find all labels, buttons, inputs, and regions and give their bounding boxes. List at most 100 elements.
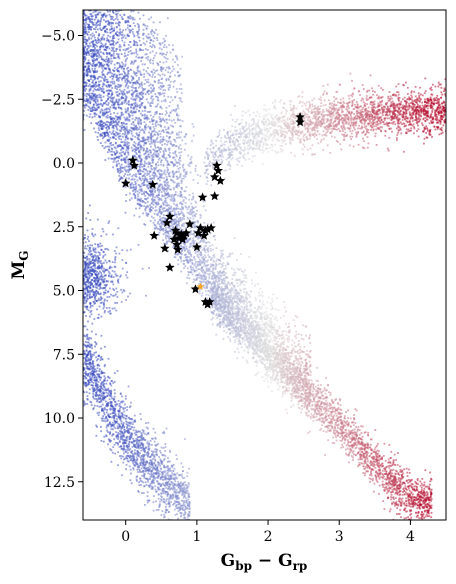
- field-star-point: [167, 126, 170, 129]
- field-star-point: [92, 63, 95, 65]
- field-star-point: [83, 29, 86, 31]
- field-star-point: [89, 101, 92, 104]
- field-star-point: [163, 95, 166, 97]
- field-star-point: [166, 183, 169, 186]
- field-star-point: [92, 57, 95, 60]
- field-star-point: [240, 280, 243, 283]
- field-star-point: [162, 233, 165, 236]
- field-star-point: [180, 212, 182, 215]
- field-star-point: [123, 77, 126, 79]
- field-star-point: [95, 53, 98, 56]
- field-star-point: [103, 147, 106, 150]
- field-star-point: [85, 17, 88, 20]
- field-star-point: [84, 100, 87, 103]
- field-star-point: [177, 218, 180, 220]
- field-star-point: [180, 88, 183, 90]
- field-star-point: [87, 85, 90, 87]
- field-star-point: [84, 30, 87, 33]
- field-star-point: [201, 292, 204, 295]
- field-star-point: [186, 216, 189, 219]
- field-star-point: [188, 238, 191, 241]
- field-star-point: [92, 104, 95, 106]
- field-star-point: [265, 307, 268, 309]
- field-star-point: [191, 205, 194, 208]
- field-star-point: [152, 62, 154, 65]
- field-star-point: [88, 92, 91, 95]
- field-star-point: [172, 181, 175, 183]
- field-star-point: [102, 7, 104, 9]
- field-star-point: [243, 284, 246, 286]
- field-star-point: [207, 247, 210, 249]
- field-star-point: [152, 73, 154, 76]
- field-star-point: [144, 224, 147, 226]
- field-star-point: [184, 249, 186, 252]
- field-star-point: [121, 133, 124, 135]
- field-star-point: [118, 172, 121, 175]
- field-star-point: [110, 141, 112, 144]
- field-star-point: [288, 331, 291, 333]
- field-star-point: [232, 288, 234, 291]
- field-star-point: [140, 144, 143, 147]
- field-star-point: [178, 229, 181, 232]
- field-star-point: [94, 3, 96, 5]
- field-star-point: [220, 296, 222, 299]
- field-star-point: [91, 7, 93, 9]
- field-star-point: [262, 300, 264, 303]
- field-star-point: [84, 65, 87, 67]
- field-star-point: [230, 282, 233, 285]
- field-star-point: [113, 101, 116, 104]
- field-star-point: [117, 54, 120, 57]
- field-star-point: [233, 308, 235, 311]
- field-star-point: [146, 186, 149, 189]
- field-star-point: [278, 327, 281, 330]
- field-star-point: [282, 347, 285, 350]
- field-star-point: [89, 63, 92, 66]
- field-star-point: [277, 309, 280, 311]
- field-star-point: [112, 46, 115, 49]
- field-star-point: [160, 70, 163, 73]
- field-star-point: [103, 59, 106, 62]
- field-star-point: [171, 210, 174, 213]
- field-star-point: [255, 317, 258, 319]
- field-star-point: [86, 33, 89, 36]
- field-star-point: [192, 134, 195, 137]
- field-star-point: [165, 190, 168, 192]
- field-star-point: [109, 60, 111, 63]
- field-star-point: [157, 164, 160, 167]
- field-star-point: [309, 350, 312, 352]
- field-star-point: [199, 214, 202, 217]
- field-star-point: [204, 272, 207, 275]
- field-star-point: [157, 212, 160, 215]
- field-star-point: [199, 252, 202, 254]
- field-star-point: [84, 26, 87, 29]
- field-star-point: [187, 206, 190, 209]
- field-star-point: [223, 299, 226, 302]
- field-star-point: [94, 28, 97, 31]
- field-star-point: [151, 123, 154, 125]
- field-star-point: [127, 70, 130, 72]
- field-star-point: [103, 108, 106, 111]
- field-star-point: [118, 138, 121, 140]
- field-star-point: [268, 332, 270, 335]
- field-star-point: [86, 23, 89, 26]
- field-star-point: [221, 289, 223, 292]
- field-star-point: [98, 65, 101, 68]
- field-star-point: [134, 59, 137, 62]
- field-star-point: [180, 256, 183, 258]
- field-star-point: [157, 234, 160, 236]
- field-star-point: [182, 225, 185, 227]
- field-star-point: [157, 82, 160, 84]
- field-star-point: [145, 197, 147, 200]
- field-star-point: [90, 52, 93, 55]
- field-star-point: [283, 347, 285, 349]
- field-star-point: [295, 333, 298, 336]
- field-star-point: [194, 170, 197, 172]
- field-star-point: [195, 250, 197, 253]
- field-star-point: [261, 312, 264, 315]
- field-star-point: [189, 227, 192, 230]
- field-star-point: [143, 147, 145, 150]
- field-star-point: [108, 116, 111, 118]
- field-star-point: [115, 85, 118, 88]
- field-star-point: [147, 81, 150, 84]
- field-star-point: [138, 78, 140, 81]
